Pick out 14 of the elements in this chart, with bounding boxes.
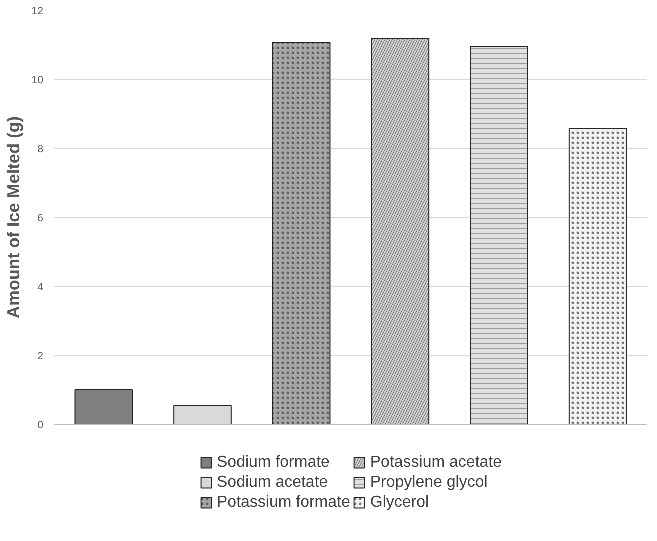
y-tick-label: 2 [38, 350, 44, 362]
legend-label: Propylene glycol [370, 474, 488, 492]
legend-label: Potassium formate [216, 494, 350, 512]
y-tick-label: 6 [38, 212, 44, 224]
y-tick-label: 10 [32, 74, 44, 86]
y-tick-label: 0 [38, 420, 44, 432]
y-tick-label: 12 [32, 6, 44, 18]
legend-label: Glycerol [370, 494, 430, 512]
y-tick-label: 8 [38, 144, 44, 156]
legend-label: Potassium acetate [370, 454, 502, 472]
y-tick-label: 4 [38, 282, 44, 294]
y-axis-title: Amount of Ice Melted (g) [4, 116, 24, 319]
legend-label: Sodium formate [216, 454, 330, 472]
legend-label: Sodium acetate [216, 474, 328, 492]
